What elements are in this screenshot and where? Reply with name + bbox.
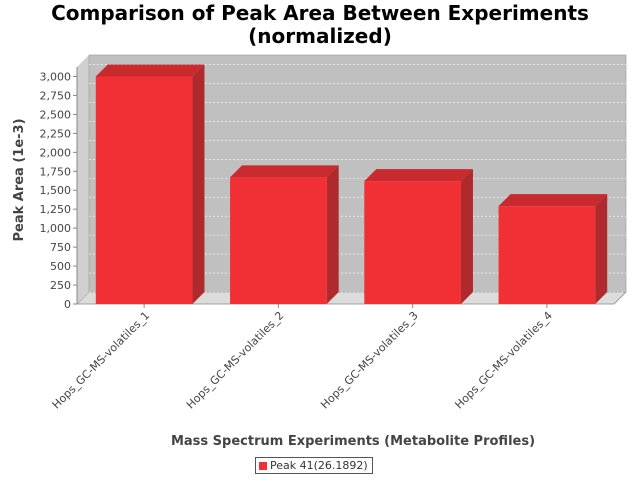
y-tick-label: 2,750 <box>40 89 72 102</box>
bar-side <box>326 165 339 304</box>
y-tick-label: 2,500 <box>40 108 72 121</box>
chart-title-line-2: (normalized) <box>248 24 392 48</box>
chart-title-line-1: Comparison of Peak Area Between Experime… <box>51 1 589 25</box>
y-tick-label: 2,000 <box>40 146 72 159</box>
bar-front <box>230 177 327 304</box>
left-wall <box>77 55 89 304</box>
y-tick-label: 0 <box>64 298 71 311</box>
y-tick-label: 2,250 <box>40 127 72 140</box>
y-tick-label: 1,500 <box>40 184 72 197</box>
bar-top <box>95 64 205 77</box>
bar <box>95 64 205 304</box>
bar-top <box>364 169 473 182</box>
y-tick-label: 1,750 <box>40 165 72 178</box>
legend-swatch <box>259 461 267 470</box>
y-tick-label: 500 <box>50 260 71 273</box>
y-tick-label: 1,250 <box>40 203 72 216</box>
y-tick-label: 1,000 <box>40 222 72 235</box>
legend-label: Peak 41(26.1892) <box>270 459 368 472</box>
x-tick-label: Hops_GC-MS-volatiles_4 <box>452 309 555 412</box>
bar <box>364 169 473 304</box>
bar-front <box>498 206 596 304</box>
y-axis-label: Peak Area (1e-3) <box>12 118 27 241</box>
bar-top <box>230 165 339 178</box>
bar-side <box>595 194 608 304</box>
y-tick-label: 250 <box>50 279 71 292</box>
bars <box>95 64 608 304</box>
legend: Peak 41(26.1892) <box>255 457 373 474</box>
y-axis: 0 250 500 750 1,000 1,250 1,500 1,750 2,000 2,250… <box>40 67 78 311</box>
x-axis: Hops_GC-MS-volatiles_1 Hops_GC-MS-volatil… <box>50 304 555 411</box>
bar-side <box>192 64 205 304</box>
x-axis-label: Mass Spectrum Experiments (Metabolite Pr… <box>171 434 535 449</box>
x-tick-label: Hops_GC-MS-volatiles_1 <box>50 309 153 412</box>
bar-side <box>460 169 473 304</box>
bar-top <box>498 194 608 207</box>
bar-front <box>95 76 193 304</box>
y-tick-label: 750 <box>50 241 71 254</box>
chart-title: Comparison of Peak Area Between Experime… <box>0 2 640 48</box>
x-tick-label: Hops_GC-MS-volatiles_2 <box>184 309 287 412</box>
x-tick-label: Hops_GC-MS-volatiles_3 <box>318 309 421 412</box>
y-tick-label: 3,000 <box>40 70 72 83</box>
bar-front <box>364 181 461 304</box>
bar <box>498 194 608 304</box>
bar <box>230 165 339 304</box>
